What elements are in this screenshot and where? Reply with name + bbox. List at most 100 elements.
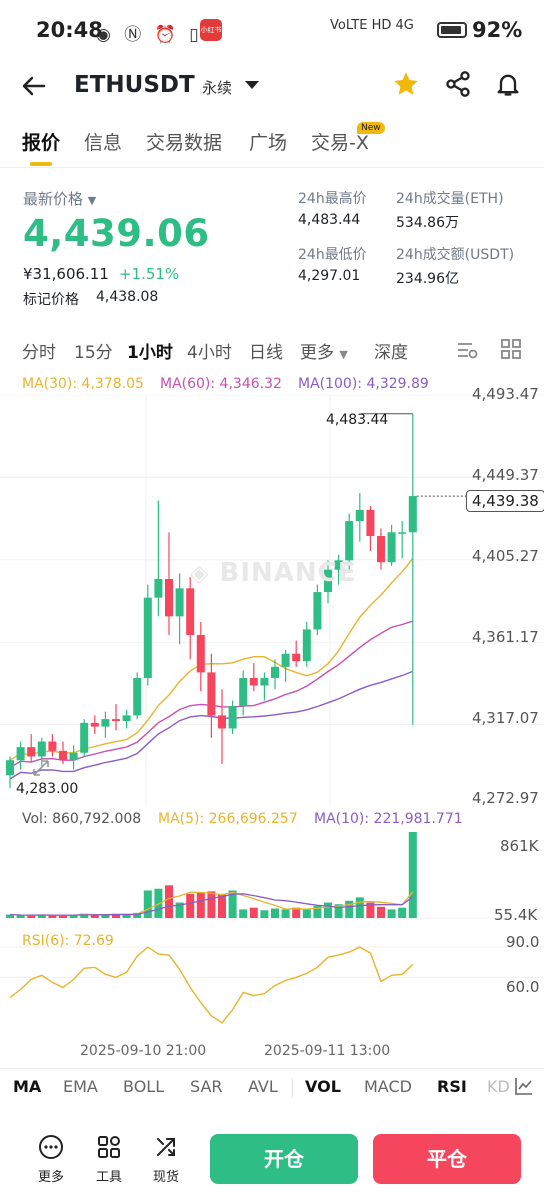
indicator-ema[interactable]: EMA	[63, 1077, 98, 1096]
indicator-rsi[interactable]: RSI	[437, 1077, 467, 1096]
indicator-macd[interactable]: MACD	[364, 1077, 412, 1096]
indicator-bar: MA EMA BOLL SAR AVL VOL MACD RSI KD	[0, 1068, 544, 1104]
chevron-down-icon: ▼	[87, 194, 97, 207]
candle-body	[27, 747, 36, 757]
interval-15m[interactable]: 15分	[74, 343, 113, 363]
contract-type-label[interactable]: 永续	[202, 79, 233, 97]
new-badge: New	[357, 122, 385, 134]
tab-quote[interactable]: 报价	[22, 132, 61, 154]
volume-bar	[239, 909, 248, 918]
current-price-tag[interactable]: 4,439.38	[466, 490, 544, 512]
high-label: 24h最高价	[298, 191, 367, 207]
volume-bar	[398, 907, 407, 918]
volume-bar	[143, 890, 152, 918]
open-position-button[interactable]: 开仓	[210, 1134, 358, 1184]
ma60-legend: MA(60): 4,346.32	[160, 376, 282, 392]
indicator-boll[interactable]: BOLL	[123, 1077, 165, 1096]
star-icon[interactable]	[392, 70, 420, 104]
chevron-down-icon[interactable]	[244, 78, 260, 96]
candlestick-chart[interactable]	[0, 395, 544, 807]
interval-timeshare[interactable]: 分时	[22, 343, 56, 363]
chevron-down-icon: ▼	[339, 348, 348, 361]
volume-bar	[37, 914, 46, 918]
volume-bar	[281, 909, 290, 918]
tab-trade-x[interactable]: 交易-X	[311, 132, 369, 154]
bell-icon[interactable]	[494, 70, 522, 104]
volume-bar	[302, 909, 311, 918]
tab-square[interactable]: 广场	[249, 132, 288, 154]
indicator-avl[interactable]: AVL	[248, 1077, 278, 1096]
close-position-button[interactable]: 平仓	[373, 1134, 521, 1184]
volume-bar	[133, 912, 142, 918]
interval-4h[interactable]: 4小时	[187, 343, 232, 363]
pair-title[interactable]: ETHUSDT	[74, 72, 195, 98]
vol-axis-label: 861K	[500, 837, 539, 855]
tools-label: 工具	[95, 1170, 122, 1185]
top-header: ETHUSDT 永续	[0, 62, 544, 114]
indicator-ma[interactable]: MA	[13, 1077, 42, 1096]
indicator-vol[interactable]: VOL	[305, 1077, 341, 1096]
back-icon[interactable]	[20, 72, 48, 107]
share-icon[interactable]	[444, 70, 472, 104]
indicator-kd[interactable]: KD	[487, 1077, 510, 1096]
candle-body	[154, 578, 163, 598]
ma30-legend: MA(30): 4,378.05	[22, 376, 144, 392]
tab-trading-data[interactable]: 交易数据	[146, 132, 223, 154]
volume-bar	[16, 915, 25, 918]
candle-body	[377, 536, 385, 563]
candle-body	[355, 509, 364, 522]
vol-usdt-value: 234.96亿	[396, 271, 459, 287]
candle-body	[175, 588, 184, 617]
depth-tab[interactable]: 深度	[374, 343, 408, 363]
volume-bar	[80, 913, 89, 918]
status-time: 20:48	[36, 18, 103, 42]
divider	[292, 1079, 293, 1097]
tools-button[interactable]: 工具	[92, 1134, 126, 1185]
last-price-label[interactable]: 最新价格 ▼	[23, 190, 97, 208]
indicator-settings-icon[interactable]	[511, 1075, 535, 1101]
vol-eth-label: 24h成交量(ETH)	[396, 191, 504, 207]
candle-body	[398, 532, 407, 534]
volume-legend: Vol: 860,792.008	[22, 811, 142, 827]
spot-button[interactable]: 现货	[149, 1134, 183, 1185]
candle-body	[6, 760, 14, 776]
layout-grid-icon[interactable]	[500, 338, 522, 364]
candle-body	[101, 719, 110, 727]
interval-1h[interactable]: 1小时	[127, 343, 173, 363]
last-price: 4,439.06	[23, 212, 210, 255]
app-notification-icon: 小红书	[200, 19, 222, 41]
high-marker-label: 4,483.44	[326, 412, 389, 428]
volume-bar	[6, 914, 14, 918]
interval-selector: 分时 15分 1小时 4小时 日线 更多 ▼ 深度	[0, 330, 544, 370]
binance-watermark: ◈ BINANCE	[190, 558, 357, 588]
high-value: 4,483.44	[298, 212, 361, 228]
tools-grid-icon	[92, 1134, 126, 1166]
price-axis-label: 4,493.47	[472, 385, 539, 403]
volume-bar	[59, 915, 67, 918]
main-tabs: 报价 信息 交易数据 广场 交易-X New	[0, 116, 544, 168]
chart-settings-icon[interactable]	[455, 338, 479, 366]
rsi-legend: RSI(6): 72.69	[22, 933, 114, 949]
indicator-sar[interactable]: SAR	[190, 1077, 223, 1096]
volume-bar	[334, 904, 343, 918]
volume-bar	[355, 897, 364, 918]
more-button[interactable]: 更多	[34, 1134, 68, 1185]
volume-bar	[228, 890, 237, 918]
candle-body	[218, 715, 226, 729]
expand-icon[interactable]	[30, 757, 52, 783]
volume-bar	[218, 893, 226, 918]
rsi-line	[9, 946, 414, 1024]
candle-body	[271, 666, 279, 679]
candle-body	[16, 747, 25, 761]
volume-bar	[101, 914, 110, 918]
candle-body	[334, 560, 343, 570]
volume-bar	[175, 902, 184, 918]
rsi-chart	[0, 946, 544, 1024]
interval-more[interactable]: 更多 ▼	[300, 343, 348, 363]
more-dots-icon	[34, 1134, 68, 1166]
candle-body	[196, 635, 205, 673]
volume-bar	[69, 914, 78, 918]
vol-axis-label: 55.4K	[494, 906, 538, 924]
tab-info[interactable]: 信息	[84, 132, 123, 154]
interval-1d[interactable]: 日线	[249, 343, 283, 363]
